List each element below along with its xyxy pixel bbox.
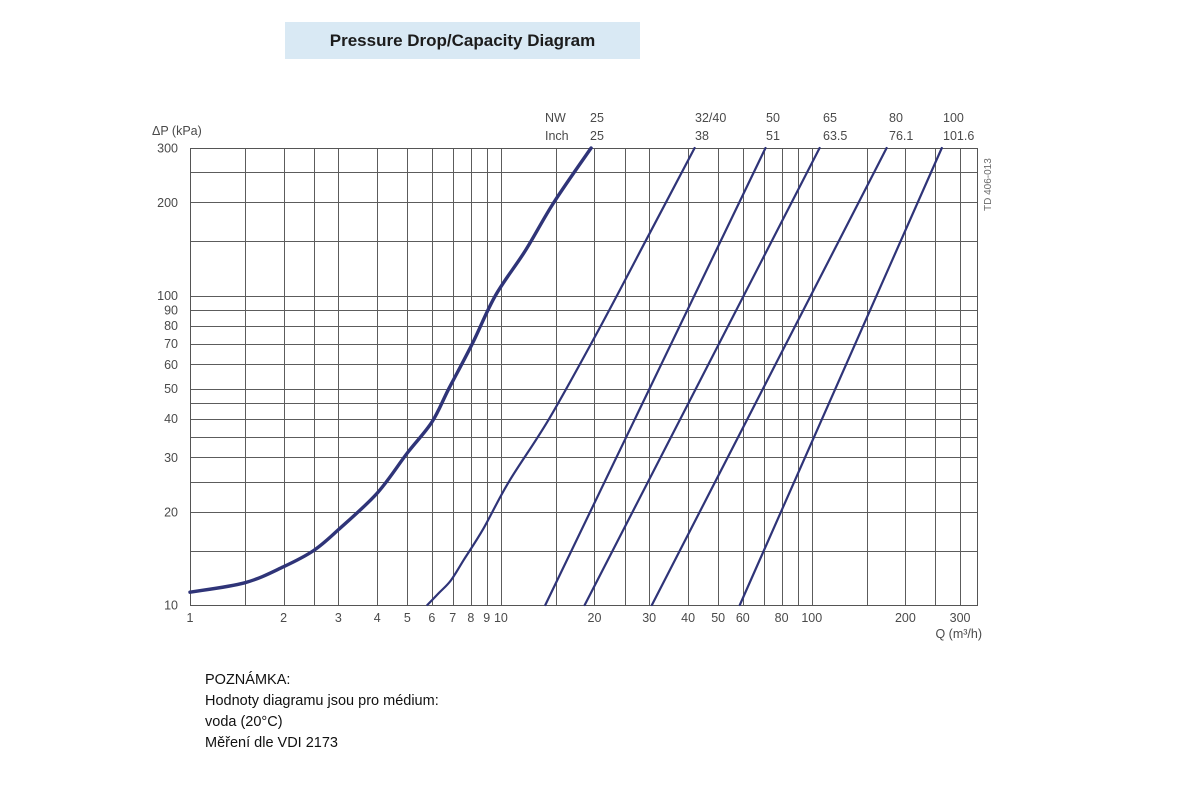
- x-tick-label: 80: [775, 611, 789, 625]
- x-tick-label: 100: [801, 611, 822, 625]
- x-tick-label: 5: [404, 611, 411, 625]
- grid-layer: [190, 148, 978, 606]
- inch-label: 101.6: [943, 129, 974, 143]
- x-tick-label: 1: [187, 611, 194, 625]
- x-tick-label: 6: [428, 611, 435, 625]
- series-line-nw-65: [583, 146, 821, 607]
- note-heading: POZNÁMKA:: [205, 672, 291, 688]
- inch-label: 51: [766, 129, 780, 143]
- y-tick-label: 20: [164, 505, 178, 519]
- series-line-nw-25: [188, 146, 593, 594]
- size-labels: NW Inch 25 25 32/40 38 50 51 65 63.5 80 …: [545, 111, 974, 143]
- y-tick-label: 60: [164, 358, 178, 372]
- nw-label: 25: [590, 111, 604, 125]
- y-axis-title: ΔP (kPa): [152, 124, 202, 138]
- inch-label: 63.5: [823, 129, 847, 143]
- nw-row-label: NW: [545, 111, 566, 125]
- inch-label: 76.1: [889, 129, 913, 143]
- nw-label: 32/40: [695, 111, 726, 125]
- series-line-nw-32-40: [426, 146, 696, 607]
- y-tick-label: 300: [157, 142, 178, 156]
- x-tick-labels: 1 2 3 4 5 6 7 8 9 10 20 30 40 50 60 80 100 200 300: [187, 611, 971, 625]
- x-tick-label: 3: [335, 611, 342, 625]
- x-tick-label: 4: [374, 611, 381, 625]
- series-line-nw-100: [738, 146, 943, 607]
- x-tick-label: 300: [950, 611, 971, 625]
- inch-label: 25: [590, 129, 604, 143]
- y-tick-label: 50: [164, 382, 178, 396]
- y-tick-label: 30: [164, 451, 178, 465]
- y-tick-label: 70: [164, 337, 178, 351]
- x-tick-label: 20: [588, 611, 602, 625]
- note-line: Měření dle VDI 2173: [205, 735, 338, 751]
- nw-label: 50: [766, 111, 780, 125]
- y-tick-label: 80: [164, 319, 178, 333]
- y-tick-label: 40: [164, 412, 178, 426]
- y-tick-label: 200: [157, 196, 178, 210]
- x-tick-label: 50: [711, 611, 725, 625]
- nw-label: 80: [889, 111, 903, 125]
- x-tick-label: 200: [895, 611, 916, 625]
- plot-frame: [190, 148, 978, 606]
- inch-label: 38: [695, 129, 709, 143]
- x-tick-label: 7: [449, 611, 456, 625]
- note-block: POZNÁMKA: Hodnoty diagramu jsou pro médi…: [205, 670, 439, 754]
- x-axis-title: Q (m³/h): [935, 627, 982, 641]
- nw-label: 100: [943, 111, 964, 125]
- x-tick-label: 9: [483, 611, 490, 625]
- nw-label: 65: [823, 111, 837, 125]
- inch-row-label: Inch: [545, 129, 569, 143]
- x-tick-label: 60: [736, 611, 750, 625]
- series-line-nw-50: [544, 146, 767, 607]
- x-tick-label: 30: [642, 611, 656, 625]
- note-line: Hodnoty diagramu jsou pro médium:: [205, 693, 439, 709]
- y-tick-label: 10: [164, 599, 178, 613]
- x-tick-label: 40: [681, 611, 695, 625]
- x-tick-label: 10: [494, 611, 508, 625]
- y-tick-label: 90: [164, 303, 178, 317]
- note-line: voda (20°C): [205, 714, 283, 730]
- series-layer: [188, 146, 943, 607]
- chart-title-box: Pressure Drop/Capacity Diagram: [285, 22, 640, 59]
- chart-title: Pressure Drop/Capacity Diagram: [329, 30, 596, 50]
- x-tick-label: 2: [280, 611, 287, 625]
- x-tick-label: 8: [467, 611, 474, 625]
- drawing-code: TD 406-013: [983, 158, 994, 211]
- y-tick-label: 100: [157, 289, 178, 303]
- series-line-nw-80: [650, 146, 888, 607]
